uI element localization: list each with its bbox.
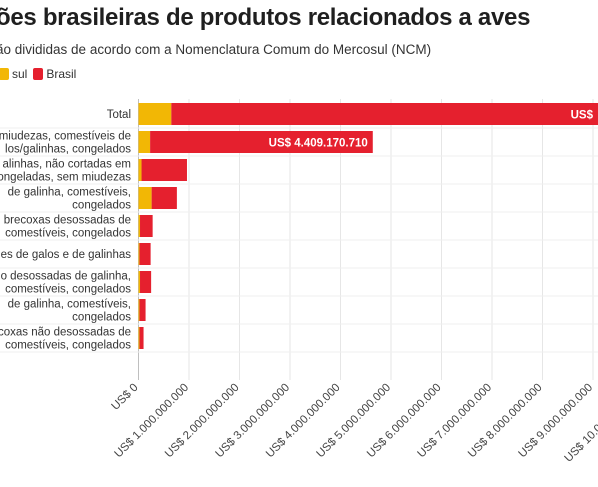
bar-segment-series1 [138, 159, 142, 181]
bar-segment-series1 [138, 271, 141, 293]
bar-segment-series2 [171, 103, 598, 125]
category-label: miudezas, comestíveis de [0, 131, 131, 143]
legend-label-series2: Brasil [46, 67, 77, 81]
bar-segment-series2 [140, 215, 153, 237]
bar-segment-series1 [138, 131, 151, 153]
category-label: Total [107, 109, 131, 121]
legend: sul Brasil [0, 67, 76, 81]
category-label: congelados [72, 200, 131, 212]
bar-segment-series2 [151, 187, 177, 209]
chart-subtitle: ão divididas de acordo com a Nomenclatur… [0, 42, 432, 57]
category-label: los/galinhas, congelados [5, 144, 131, 156]
bar-segment-series2 [139, 327, 144, 349]
data-label: US$ [571, 110, 594, 122]
bar-segment-series1 [138, 327, 140, 349]
category-label: de galinha, comestíveis, [8, 187, 131, 199]
category-label: brecoxas desossadas de [4, 215, 131, 227]
category-label: alinhas, não cortadas em [3, 159, 132, 171]
category-label: o desossadas de galinha, [1, 271, 131, 283]
category-label: coxas não desossadas de [0, 327, 131, 339]
bar-segment-series2 [140, 271, 152, 293]
bar-segment-series2 [141, 159, 187, 181]
bar-segment-series1 [138, 243, 140, 265]
bar-segment-series2 [150, 131, 373, 153]
category-label: comestíveis, congelados [5, 340, 131, 352]
category-label: de galinha, comestíveis, [8, 299, 131, 311]
chart-title: ões brasileiras de produtos relacionados… [0, 4, 531, 31]
bar-segment-series2 [139, 243, 151, 265]
category-label: comestíveis, congelados [5, 228, 131, 240]
category-label: es de galos e de galinhas [1, 249, 132, 261]
bar-segment-series1 [138, 215, 141, 237]
bar-segment-series1 [138, 187, 152, 209]
bar-segment-series1 [138, 103, 172, 125]
legend-swatch-series1 [0, 68, 9, 80]
bar-segment-series2 [139, 299, 146, 321]
category-label: congeladas, sem miudezas [0, 172, 131, 184]
data-label: US$ 4.409.170.710 [269, 138, 368, 150]
legend-swatch-series2 [33, 68, 44, 80]
category-label: comestíveis, congelados [5, 284, 131, 296]
x-tick-label: US$ 0 [110, 382, 141, 413]
category-label: congelados [72, 312, 131, 324]
bar-segment-series1 [138, 299, 140, 321]
legend-label-series1: sul [12, 67, 28, 81]
